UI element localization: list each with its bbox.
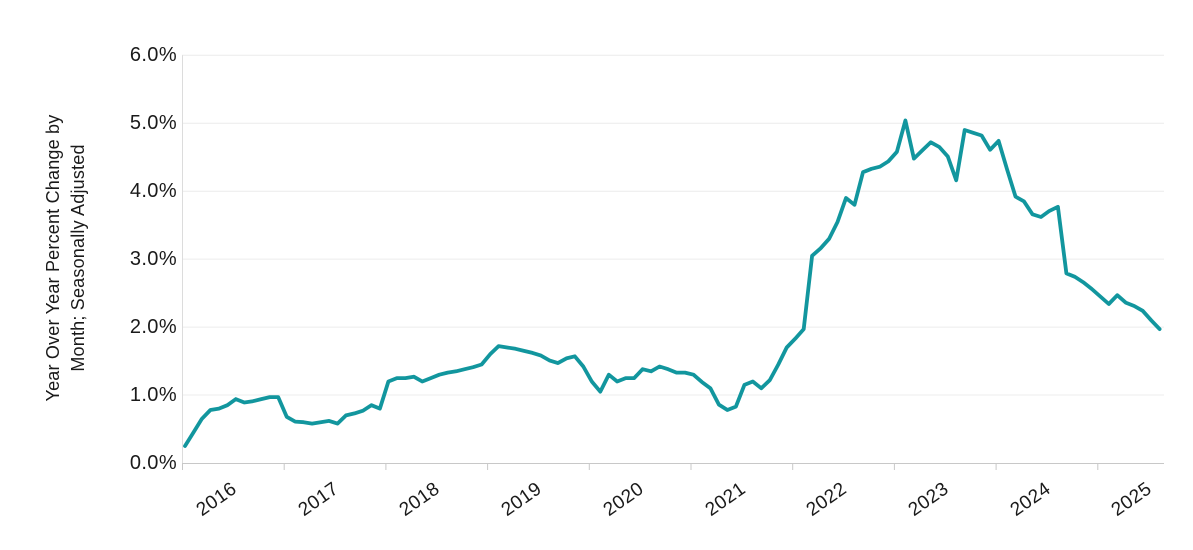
y-tick-label: 4.0%	[129, 180, 177, 203]
data-line	[183, 118, 1162, 448]
y-tick-label: 6.0%	[129, 44, 177, 67]
y-tick-label: 0.0%	[129, 452, 177, 474]
y-tick-label: 2.0%	[129, 316, 177, 339]
y-tick-label: 3.0%	[129, 248, 177, 271]
y-tick-label: 5.0%	[129, 112, 177, 135]
y-tick-label: 1.0%	[129, 384, 177, 407]
